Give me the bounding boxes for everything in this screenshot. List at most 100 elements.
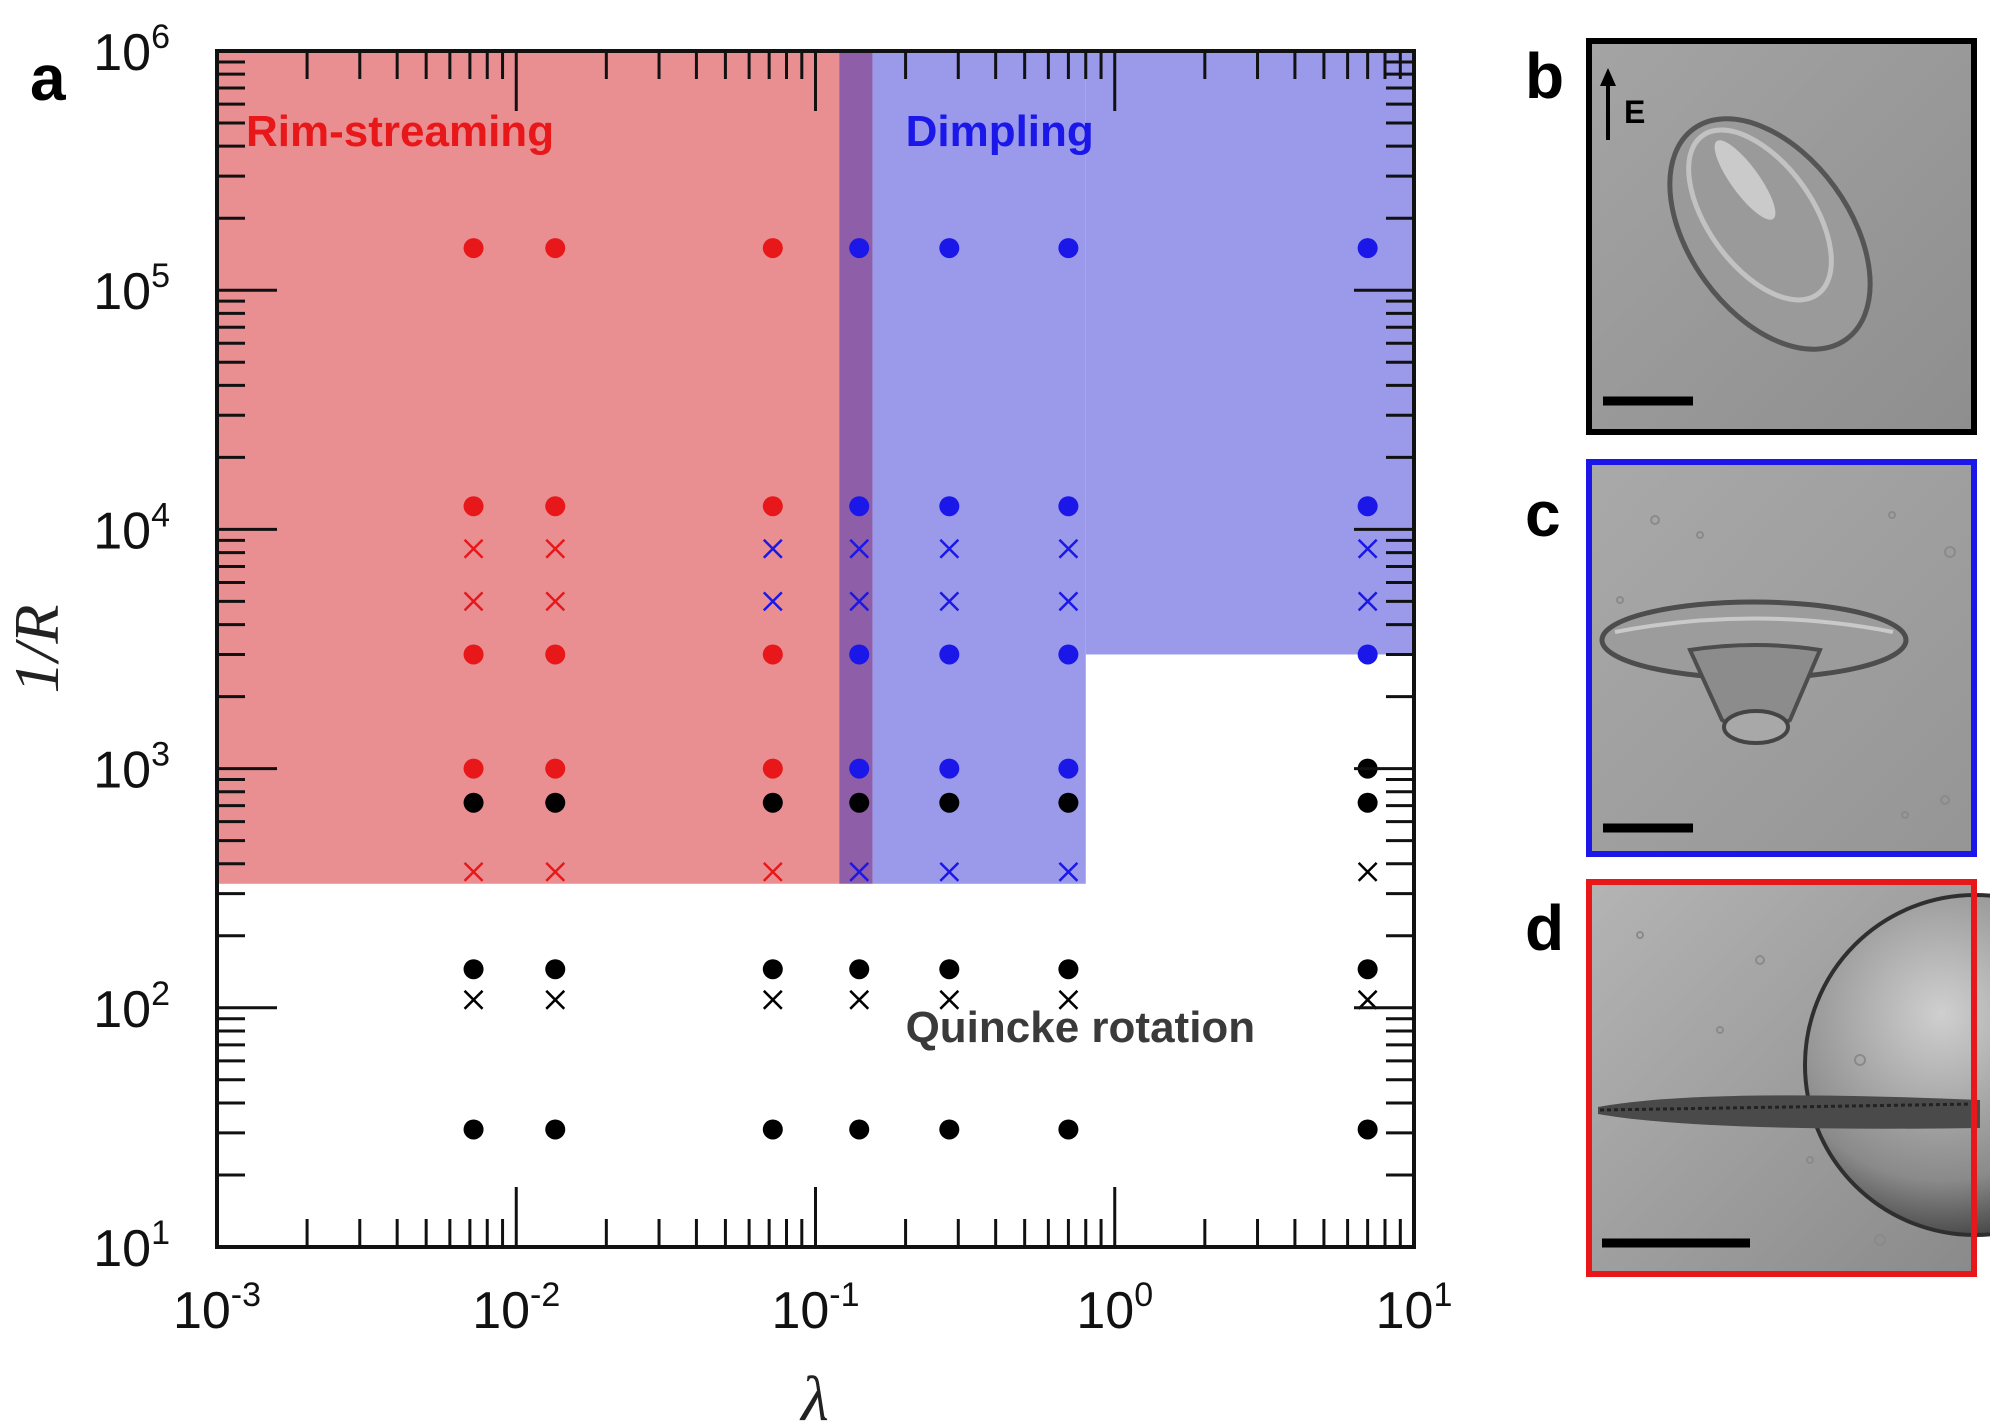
background-particles-d [1636,931,1886,1246]
phase-regions [217,51,1414,884]
panel-label-d: d [1525,892,1564,964]
x-tick-label: 100 [1076,1276,1153,1340]
rim-streaming-droplet [1598,893,1990,1237]
y-tick-label: 105 [93,257,170,321]
region-label-0: Rim-streaming [246,107,554,156]
data-point-cross [939,989,960,1010]
data-point [939,1119,960,1140]
frame-d [1586,879,1977,1277]
region-labels: Rim-streaming Dimpling Quincke rotation [246,107,1255,1052]
data-point-cross [939,591,960,612]
data-point [545,758,566,779]
data-point [762,1119,783,1140]
data-point-cross [1058,538,1079,559]
y-tick-label: 104 [93,496,170,560]
region-0 [217,51,840,884]
data-point [545,792,566,813]
data-point [1357,644,1378,665]
data-point-cross [1058,862,1079,882]
data-point [1058,1119,1079,1140]
data-point-cross [939,538,960,559]
data-point [463,1119,484,1140]
data-point-cross [463,591,484,612]
data-point-cross [762,591,783,612]
data-point-cross [545,591,566,612]
data-point-cross [939,862,960,882]
y-tick-label: 101 [93,1214,170,1278]
data-point [1357,238,1378,259]
data-point [849,644,870,665]
x-axis-label: λ [799,1363,829,1426]
data-point [1058,758,1079,779]
data-point [463,496,484,517]
data-point [545,496,566,517]
data-point [545,644,566,665]
y-tick-label: 103 [93,736,170,800]
data-point-cross [849,989,870,1010]
phase-diagram-chart: Rim-streaming Dimpling Quincke rotation 10… [1,18,1452,1426]
tick-labels: 10-3 10-2 10-1 100 101 101 102 103 104 105 106 [93,18,1452,1340]
data-point [849,959,870,980]
dimpled-droplet [1599,599,1909,745]
data-point [762,792,783,813]
data-point-cross [849,591,870,612]
region-2 [1085,51,1414,655]
x-tick-label: 10-3 [173,1276,261,1340]
data-point-cross [762,538,783,559]
electric-field-arrow-icon [1600,68,1616,140]
data-point [1357,496,1378,517]
data-point [939,644,960,665]
data-point [849,758,870,779]
panel-label-c: c [1525,478,1561,550]
data-point [762,238,783,259]
x-tick-label: 101 [1376,1276,1453,1340]
micrograph-c [1586,459,1977,857]
data-point [545,959,566,980]
region-3 [839,51,873,884]
data-point [939,238,960,259]
micrograph-b: E [1586,38,1977,435]
y-tick-label: 102 [93,975,170,1039]
data-point-cross [849,862,870,882]
data-point [1058,792,1079,813]
data-point-cross [1357,538,1378,559]
data-point-cross [545,862,566,882]
data-point [463,959,484,980]
data-point-cross [545,989,566,1010]
data-point-cross [762,862,783,882]
data-point [849,238,870,259]
data-point [849,792,870,813]
x-tick-label: 10-1 [771,1276,859,1340]
data-point [939,496,960,517]
data-point [545,1119,566,1140]
data-point [1357,1119,1378,1140]
data-point [762,496,783,517]
data-point [762,758,783,779]
data-point-cross [1357,862,1378,882]
ellipsoidal-droplet [1667,116,1873,352]
x-tick-label: 10-2 [472,1276,560,1340]
y-tick-label: 106 [93,18,170,82]
data-point [1357,792,1378,813]
data-point-cross [545,538,566,559]
frame-b [1586,38,1977,435]
data-point [1058,238,1079,259]
data-point-cross [1357,591,1378,612]
background-particles-c [1616,511,1956,819]
data-point-cross [1058,989,1079,1010]
data-point [762,644,783,665]
data-point [463,644,484,665]
region-1 [872,51,1086,884]
data-point [939,792,960,813]
panel-label-b: b [1525,40,1564,112]
data-point-cross [463,538,484,559]
axis-ticks [215,49,1416,1249]
data-point [1058,644,1079,665]
data-point [545,238,566,259]
data-point [463,792,484,813]
panel-label-a: a [30,42,66,114]
data-point [849,1119,870,1140]
data-point-cross [463,989,484,1010]
data-point [762,959,783,980]
electric-field-label: E [1624,94,1645,130]
